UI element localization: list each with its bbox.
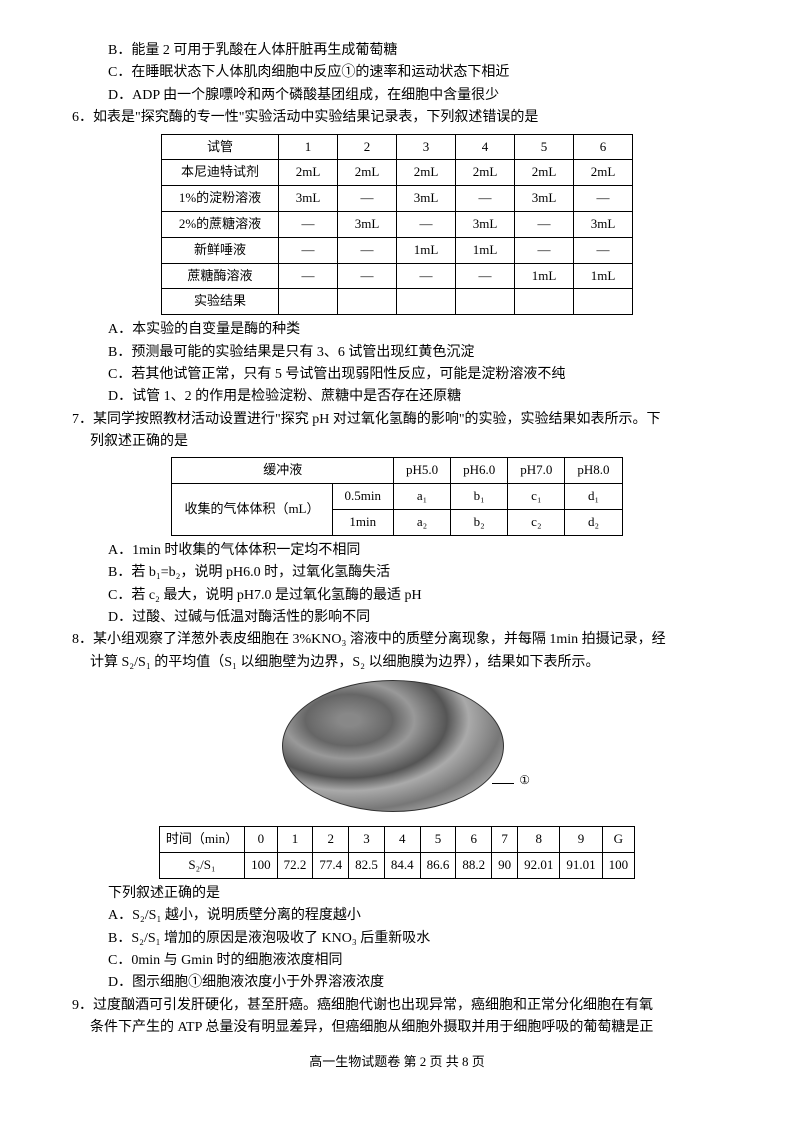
page-footer: 高一生物试题卷 第 2 页 共 8 页 <box>60 1052 734 1073</box>
q6-option-a: A．本实验的自变量是酶的种类 <box>108 319 734 341</box>
figure-label-1: ① <box>519 771 530 790</box>
cell-micrograph <box>282 680 504 812</box>
q8-table: 时间（min） 0 1 2 3 4 5 6 7 8 9 G S₂/S₁ 100 … <box>159 826 635 879</box>
q7-option-d: D．过酸、过碱与低温对酶活性的影响不同 <box>108 607 734 629</box>
q7-stem-1: 7．某同学按照教材活动设置进行"探究 pH 对过氧化氢酶的影响"的实验，实验结果… <box>72 409 734 431</box>
q9-stem-2: 条件下产生的 ATP 总量没有明显差异，但癌细胞从细胞外摄取并用于细胞呼吸的葡萄… <box>90 1017 734 1039</box>
q8-figure: ① <box>282 680 512 820</box>
q7-option-c: C．若 c₂ 最大，说明 pH7.0 是过氧化氢酶的最适 pH <box>108 585 734 607</box>
q6-option-c: C．若其他试管正常，只有 5 号试管出现弱阳性反应，可能是淀粉溶液不纯 <box>108 364 734 386</box>
q5-option-c: C．在睡眠状态下人体肌肉细胞中反应①的速率和运动状态下相近 <box>108 62 734 84</box>
q8-option-a: A．S₂/S₁ 越小，说明质壁分离的程度越小 <box>108 905 734 927</box>
q6-stem: 6．如表是"探究酶的专一性"实验活动中实验结果记录表，下列叙述错误的是 <box>72 107 734 129</box>
q8-option-c: C．0min 与 Gmin 时的细胞液浓度相同 <box>108 950 734 972</box>
q6-option-b: B．预测最可能的实验结果是只有 3、6 试管出现红黄色沉淀 <box>108 342 734 364</box>
q6-table: 试管 1 2 3 4 5 6 本尼迪特试剂2mL2mL2mL2mL2mL2mL … <box>161 134 633 316</box>
q7-option-b: B．若 b₁=b₂，说明 pH6.0 时，过氧化氢酶失活 <box>108 562 734 584</box>
figure-leader-line <box>492 783 514 784</box>
q5-option-b: B．能量 2 可用于乳酸在人体肝脏再生成葡萄糖 <box>108 40 734 62</box>
q7-table: 缓冲液 pH5.0 pH6.0 pH7.0 pH8.0 收集的气体体积（mL） … <box>171 457 622 535</box>
q6-option-d: D．试管 1、2 的作用是检验淀粉、蔗糖中是否存在还原糖 <box>108 386 734 408</box>
q8-option-b: B．S₂/S₁ 增加的原因是液泡吸收了 KNO₃ 后重新吸水 <box>108 928 734 950</box>
q8-lead: 下列叙述正确的是 <box>108 883 734 905</box>
q7-stem-2: 列叙述正确的是 <box>90 431 734 453</box>
q7-option-a: A．1min 时收集的气体体积一定均不相同 <box>108 540 734 562</box>
q5-option-d: D．ADP 由一个腺嘌呤和两个磷酸基团组成，在细胞中含量很少 <box>108 85 734 107</box>
table-header: 试管 <box>162 134 279 160</box>
q8-stem-1: 8．某小组观察了洋葱外表皮细胞在 3%KNO₃ 溶液中的质壁分离现象，并每隔 1… <box>72 629 734 651</box>
q9-stem-1: 9．过度酗酒可引发肝硬化，甚至肝癌。癌细胞代谢也出现异常，癌细胞和正常分化细胞在… <box>72 995 734 1017</box>
q8-option-d: D．图示细胞①细胞液浓度小于外界溶液浓度 <box>108 972 734 994</box>
q8-stem-2: 计算 S₂/S₁ 的平均值（S₁ 以细胞壁为边界，S₂ 以细胞膜为边界），结果如… <box>90 652 734 674</box>
